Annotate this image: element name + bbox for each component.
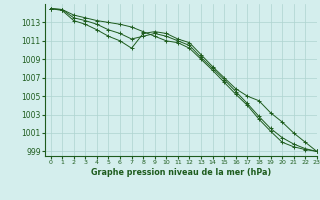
X-axis label: Graphe pression niveau de la mer (hPa): Graphe pression niveau de la mer (hPa) (91, 168, 271, 177)
